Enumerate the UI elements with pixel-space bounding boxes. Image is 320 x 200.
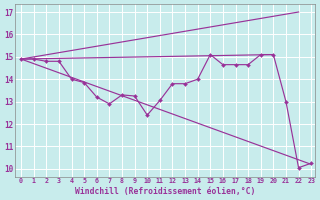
X-axis label: Windchill (Refroidissement éolien,°C): Windchill (Refroidissement éolien,°C)	[75, 187, 255, 196]
